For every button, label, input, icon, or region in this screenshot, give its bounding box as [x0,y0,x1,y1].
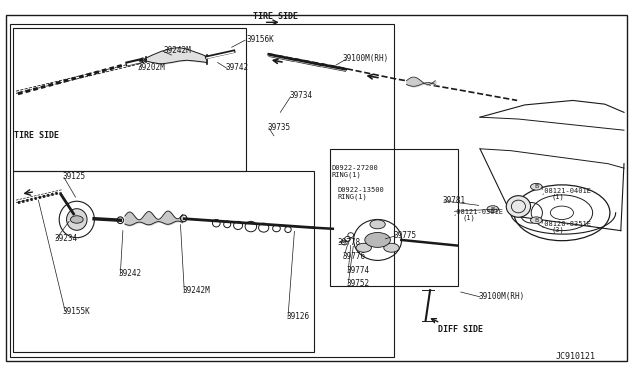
Text: D0922-27200: D0922-27200 [332,165,378,171]
Text: D0922-13500: D0922-13500 [338,187,385,193]
Text: JC910121: JC910121 [556,352,595,361]
Text: 39735: 39735 [268,123,291,132]
Text: 39156K: 39156K [246,35,274,44]
Text: 39242M: 39242M [163,46,191,55]
Text: 39734: 39734 [289,92,312,100]
Text: 39242: 39242 [118,269,141,278]
Text: ¸08120-8351E: ¸08120-8351E [541,220,592,227]
Text: 39776: 39776 [342,252,365,261]
Circle shape [365,232,390,247]
Text: (1): (1) [552,194,564,201]
Circle shape [531,217,542,224]
Text: 39774: 39774 [347,266,370,275]
Text: 39100M(RH): 39100M(RH) [342,54,388,63]
Ellipse shape [67,209,87,230]
Circle shape [487,206,499,212]
Text: 39742: 39742 [225,63,248,72]
Text: 39752: 39752 [347,279,370,288]
Text: 39125: 39125 [63,172,86,181]
Text: 39126: 39126 [287,312,310,321]
Text: 39202M: 39202M [138,63,165,72]
Circle shape [531,183,542,190]
Circle shape [70,216,83,223]
Text: 39775: 39775 [394,231,417,240]
Text: DIFF SIDE: DIFF SIDE [438,325,483,334]
Text: 39781: 39781 [443,196,466,205]
Text: ¸08121-0301E: ¸08121-0301E [453,208,504,215]
Text: 39242M: 39242M [182,286,210,295]
Text: (3): (3) [552,227,564,233]
Circle shape [356,243,371,252]
Circle shape [370,220,385,229]
Text: 39778: 39778 [338,238,361,247]
Text: 39234: 39234 [54,234,77,243]
Circle shape [384,243,399,252]
Text: B: B [491,206,495,212]
Text: B: B [534,218,538,223]
Text: ¸08121-0401E: ¸08121-0401E [541,187,592,194]
Text: RING(1): RING(1) [338,194,367,201]
Ellipse shape [506,196,531,217]
Text: 39100M(RH): 39100M(RH) [479,292,525,301]
Text: TIRE SIDE: TIRE SIDE [253,12,298,21]
Text: 39155K: 39155K [63,307,90,316]
Text: (1): (1) [462,214,475,221]
Text: B: B [534,184,538,189]
Text: RING(1): RING(1) [332,171,361,178]
Text: TIRE SIDE: TIRE SIDE [14,131,59,140]
